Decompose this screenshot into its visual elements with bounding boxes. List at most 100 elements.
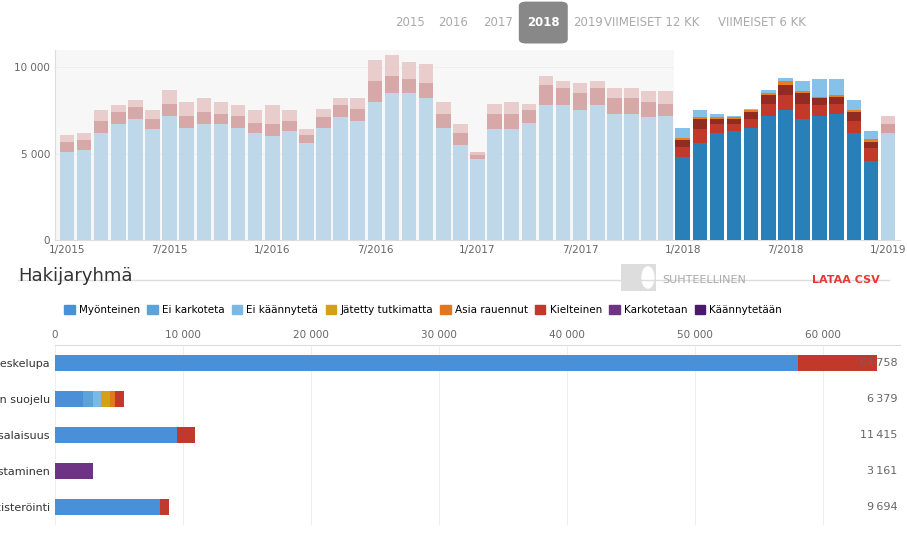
- Bar: [282, 121, 297, 131]
- Bar: [334, 98, 348, 105]
- Bar: [709, 114, 725, 118]
- Bar: [487, 129, 502, 240]
- Bar: [128, 119, 142, 240]
- Bar: [693, 119, 707, 129]
- Bar: [367, 60, 382, 81]
- Text: SUHTEELLINEN: SUHTEELLINEN: [662, 275, 746, 285]
- Bar: [402, 93, 416, 240]
- Bar: [470, 152, 484, 159]
- Bar: [350, 98, 365, 108]
- Bar: [180, 115, 194, 128]
- Bar: [676, 140, 690, 147]
- Text: VIIMEISET 6 KK: VIIMEISET 6 KK: [718, 16, 805, 29]
- Bar: [590, 105, 604, 240]
- Bar: [607, 114, 621, 240]
- Bar: [778, 78, 793, 81]
- Bar: [265, 124, 279, 136]
- Bar: [676, 128, 690, 138]
- Bar: [676, 157, 690, 240]
- Bar: [607, 88, 621, 98]
- Bar: [60, 152, 74, 240]
- Bar: [94, 121, 109, 133]
- Bar: [727, 115, 741, 118]
- Bar: [334, 118, 348, 240]
- Bar: [180, 102, 194, 115]
- Bar: [145, 119, 160, 129]
- Bar: [83, 391, 93, 407]
- Bar: [419, 64, 434, 83]
- Bar: [761, 115, 775, 240]
- Text: 2016: 2016: [439, 16, 468, 29]
- Text: 2018: 2018: [527, 16, 560, 29]
- Bar: [693, 129, 707, 143]
- Bar: [829, 114, 844, 240]
- Bar: [385, 55, 399, 76]
- Bar: [863, 161, 878, 240]
- Bar: [709, 124, 725, 133]
- Bar: [94, 133, 109, 240]
- Bar: [111, 124, 125, 240]
- Bar: [197, 98, 211, 112]
- Bar: [778, 84, 793, 95]
- Bar: [367, 81, 382, 102]
- Bar: [727, 124, 741, 131]
- Bar: [334, 105, 348, 118]
- Bar: [77, 150, 92, 240]
- Bar: [829, 95, 844, 97]
- Bar: [795, 81, 810, 91]
- Bar: [77, 140, 92, 150]
- Bar: [248, 133, 262, 240]
- Bar: [299, 135, 314, 143]
- Text: 11 415: 11 415: [860, 430, 897, 440]
- Bar: [846, 112, 861, 121]
- Legend: Myönteinen, Ei karkoteta, Ei käännytetä, Jätetty tutkimatta, Asia rauennut, Kiel: Myönteinen, Ei karkoteta, Ei käännytetä,…: [60, 301, 786, 319]
- Bar: [556, 81, 571, 88]
- Bar: [55, 427, 177, 442]
- Bar: [101, 391, 110, 407]
- Bar: [881, 133, 895, 240]
- Bar: [693, 111, 707, 118]
- Bar: [744, 119, 758, 128]
- Bar: [504, 129, 519, 240]
- Bar: [317, 108, 331, 118]
- Bar: [419, 83, 434, 98]
- Bar: [881, 115, 895, 124]
- Bar: [744, 108, 758, 111]
- Bar: [744, 128, 758, 240]
- Bar: [778, 81, 793, 84]
- Bar: [60, 142, 74, 152]
- Bar: [813, 105, 827, 115]
- Bar: [214, 114, 229, 124]
- Bar: [658, 115, 673, 240]
- Bar: [436, 102, 451, 114]
- Bar: [160, 499, 169, 514]
- Bar: [641, 102, 656, 118]
- Text: 64 758: 64 758: [860, 358, 897, 368]
- Bar: [573, 93, 588, 111]
- Bar: [487, 114, 502, 129]
- Bar: [436, 114, 451, 128]
- Bar: [624, 88, 639, 98]
- Bar: [761, 90, 775, 93]
- Bar: [658, 104, 673, 115]
- Bar: [727, 118, 741, 119]
- Text: 2015: 2015: [395, 16, 424, 29]
- Bar: [454, 133, 468, 145]
- Bar: [813, 97, 827, 98]
- Bar: [402, 79, 416, 93]
- Bar: [367, 102, 382, 240]
- Bar: [248, 111, 262, 122]
- Bar: [55, 499, 160, 514]
- Bar: [111, 105, 125, 112]
- Text: 2019: 2019: [573, 16, 602, 29]
- Bar: [709, 118, 725, 119]
- Bar: [795, 91, 810, 93]
- Bar: [795, 93, 810, 104]
- Text: Hakijaryhmä: Hakijaryhmä: [18, 267, 132, 285]
- Bar: [778, 95, 793, 111]
- Bar: [829, 79, 844, 95]
- Bar: [487, 104, 502, 114]
- Bar: [590, 88, 604, 105]
- Bar: [248, 122, 262, 133]
- Bar: [55, 355, 797, 371]
